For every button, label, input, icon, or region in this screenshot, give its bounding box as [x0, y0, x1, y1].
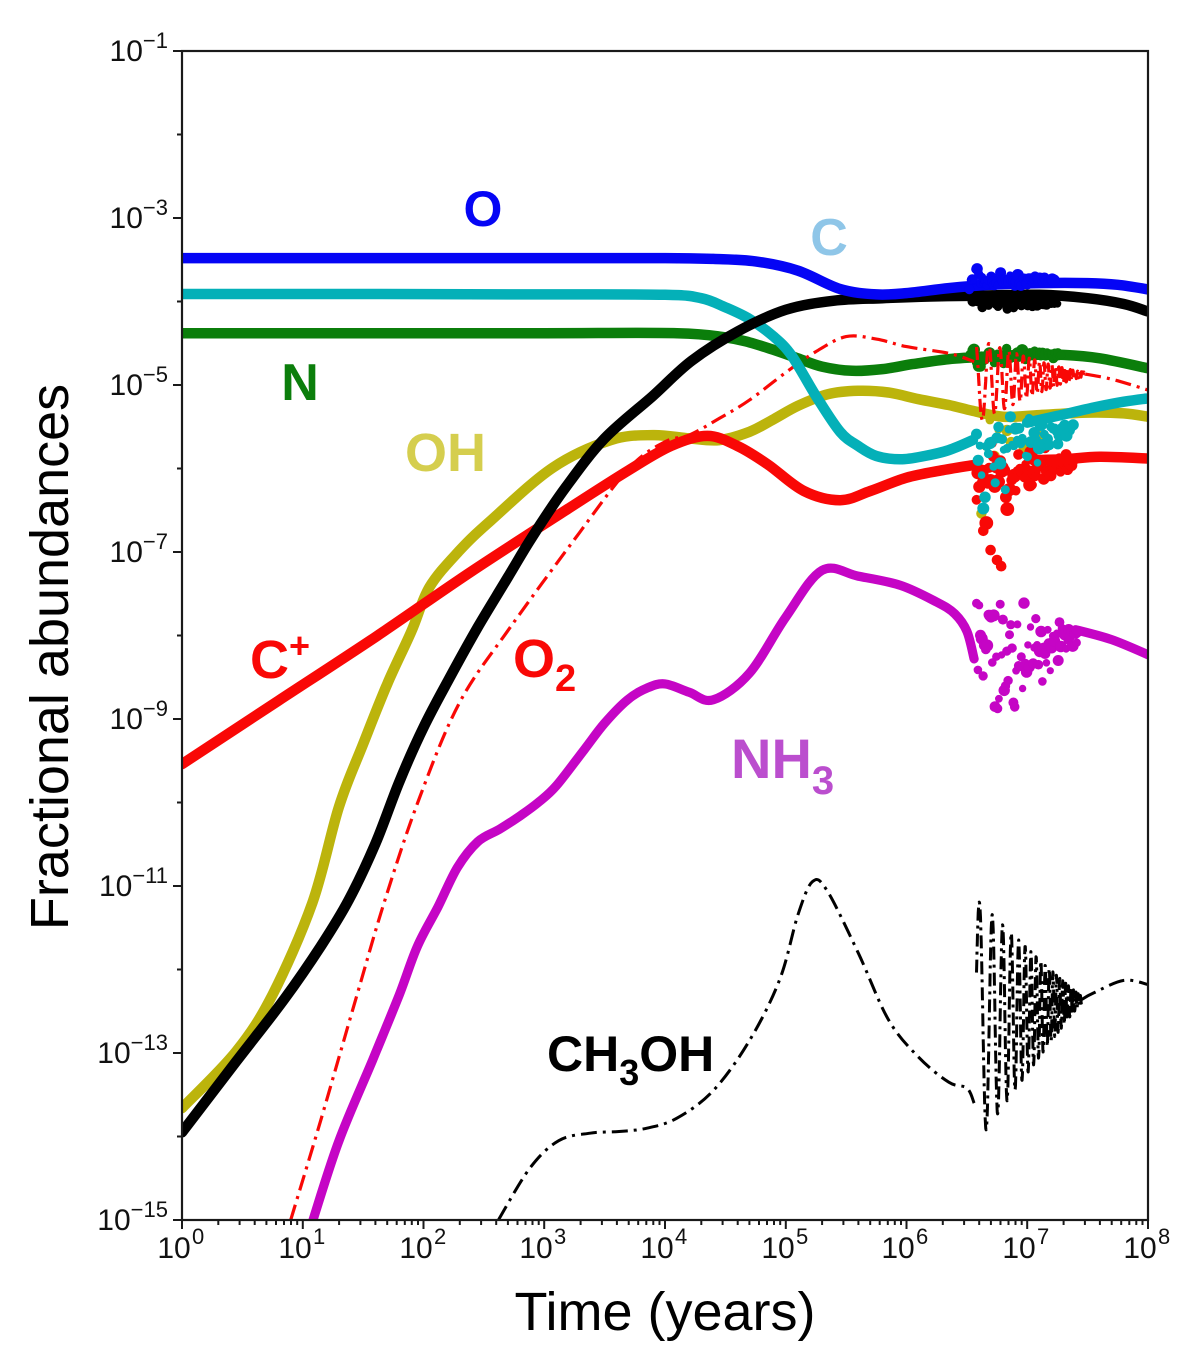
svg-text:6: 6 — [916, 1224, 928, 1249]
svg-text:10: 10 — [519, 1232, 552, 1265]
svg-text:0: 0 — [192, 1224, 204, 1249]
svg-text:C: C — [810, 209, 848, 267]
svg-text:O: O — [464, 181, 503, 237]
svg-text:1: 1 — [313, 1224, 325, 1249]
svg-text:OH: OH — [405, 423, 486, 483]
svg-text:Fractional abundances: Fractional abundances — [20, 384, 80, 930]
svg-text:10: 10 — [278, 1232, 311, 1265]
svg-text:10: 10 — [1123, 1232, 1156, 1265]
svg-text:10: 10 — [881, 1232, 914, 1265]
svg-text:10: 10 — [157, 1232, 190, 1265]
svg-text:Time (years): Time (years) — [514, 1282, 815, 1342]
svg-text:5: 5 — [796, 1224, 808, 1249]
svg-text:10: 10 — [640, 1232, 673, 1265]
svg-text:3: 3 — [554, 1224, 566, 1249]
svg-text:7: 7 — [1037, 1224, 1049, 1249]
svg-text:10: 10 — [399, 1232, 432, 1265]
svg-text:10−7: 10−7 — [110, 529, 168, 569]
svg-text:10−1: 10−1 — [110, 28, 168, 68]
svg-text:2: 2 — [434, 1224, 446, 1249]
svg-text:O2: O2 — [513, 629, 576, 700]
svg-text:4: 4 — [675, 1224, 687, 1249]
svg-text:10: 10 — [1002, 1232, 1035, 1265]
svg-text:10: 10 — [761, 1232, 794, 1265]
svg-text:N: N — [281, 354, 319, 412]
svg-text:8: 8 — [1158, 1224, 1170, 1249]
